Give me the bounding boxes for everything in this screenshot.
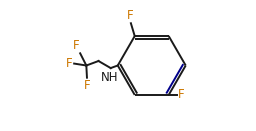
Text: NH: NH xyxy=(101,71,119,84)
Text: F: F xyxy=(73,39,80,52)
Text: F: F xyxy=(84,79,90,92)
Text: F: F xyxy=(127,9,134,22)
Text: F: F xyxy=(178,88,185,101)
Text: F: F xyxy=(66,57,73,70)
